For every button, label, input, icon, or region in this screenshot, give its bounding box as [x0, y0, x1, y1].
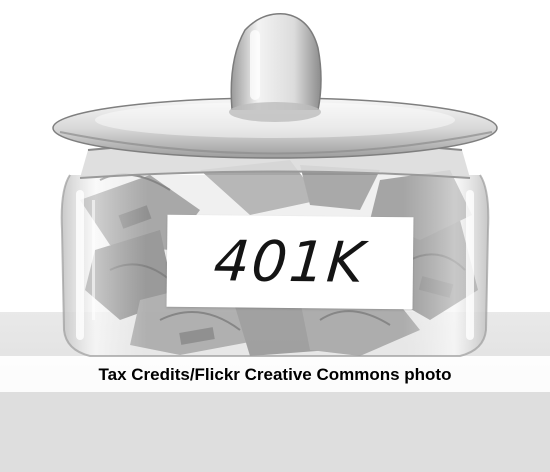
jar-label-text: 401K [211, 228, 369, 296]
jar-label: 401K [166, 214, 414, 310]
photo-caption: Tax Credits/Flickr Creative Commons phot… [98, 365, 452, 384]
